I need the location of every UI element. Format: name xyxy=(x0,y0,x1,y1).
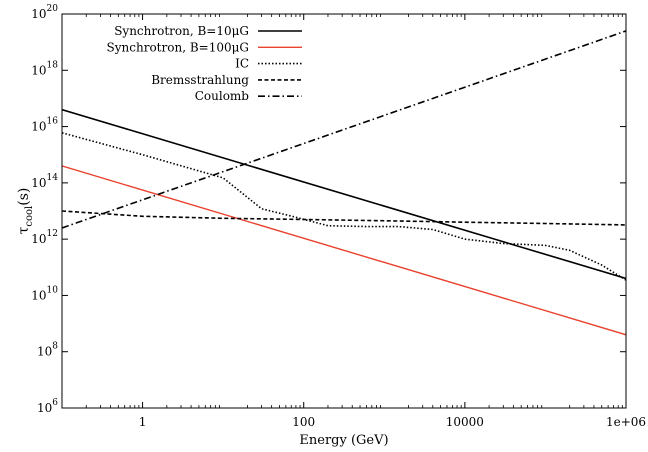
y-tick-label: 1020 xyxy=(31,4,58,21)
y-axis-label-suffix: (s) xyxy=(16,188,32,206)
legend-label-1: Synchrotron, B=100μG xyxy=(107,40,249,54)
legend-label-2: IC xyxy=(235,57,249,71)
y-tick-base: 10 xyxy=(31,176,46,190)
plot-frame xyxy=(61,13,627,409)
y-tick-label: 1018 xyxy=(31,60,58,77)
series-line-4 xyxy=(62,30,626,229)
y-tick-base: 10 xyxy=(37,345,52,359)
series-line-3 xyxy=(62,210,626,226)
y-tick-exponent: 18 xyxy=(47,60,59,70)
x-tick-label: 1 xyxy=(139,415,147,429)
y-tick-base: 10 xyxy=(31,232,46,246)
y-tick-base: 10 xyxy=(31,7,46,21)
x-tick-label: 100 xyxy=(292,415,315,429)
y-tick-base: 10 xyxy=(31,63,46,77)
y-tick-exponent: 8 xyxy=(52,342,58,352)
y-tick-label: 1010 xyxy=(31,285,58,302)
y-tick-label: 1016 xyxy=(31,117,58,134)
y-tick-exponent: 20 xyxy=(47,4,59,14)
x-tick-label: 10000 xyxy=(446,415,484,429)
series-line-2 xyxy=(62,132,626,281)
y-axis-label-subscript: cool xyxy=(24,206,35,227)
legend-label-4: Coulomb xyxy=(195,89,250,103)
y-tick-base: 10 xyxy=(37,401,52,415)
y-tick-exponent: 12 xyxy=(47,229,58,239)
y-tick-label: 1012 xyxy=(31,229,58,246)
y-tick-base: 10 xyxy=(31,288,46,302)
legend-label-0: Synchrotron, B=10μG xyxy=(114,24,249,38)
series-line-0 xyxy=(62,108,626,280)
y-tick-base: 10 xyxy=(31,120,46,134)
x-axis-label: Energy (GeV) xyxy=(299,433,388,448)
y-tick-label: 108 xyxy=(37,342,58,359)
y-tick-label: 106 xyxy=(37,398,58,415)
y-tick-exponent: 14 xyxy=(47,173,59,183)
legend: Synchrotron, B=10μG Synchrotron, B=100μG I… xyxy=(107,24,302,103)
y-tick-exponent: 10 xyxy=(47,285,59,295)
series-line-1 xyxy=(62,165,626,336)
y-tick-exponent: 6 xyxy=(52,398,58,408)
legend-label-3: Bremsstrahlung xyxy=(151,73,249,87)
y-tick-exponent: 16 xyxy=(47,117,59,127)
axis-tick-layer: 1 100 10000 1e+0610610810101012101410161018… xyxy=(31,4,646,429)
x-tick-label: 1e+06 xyxy=(606,415,646,429)
plot-series-layer xyxy=(62,30,626,336)
y-tick-label: 1014 xyxy=(31,173,58,190)
y-axis-label: τcool(s) xyxy=(16,188,35,235)
